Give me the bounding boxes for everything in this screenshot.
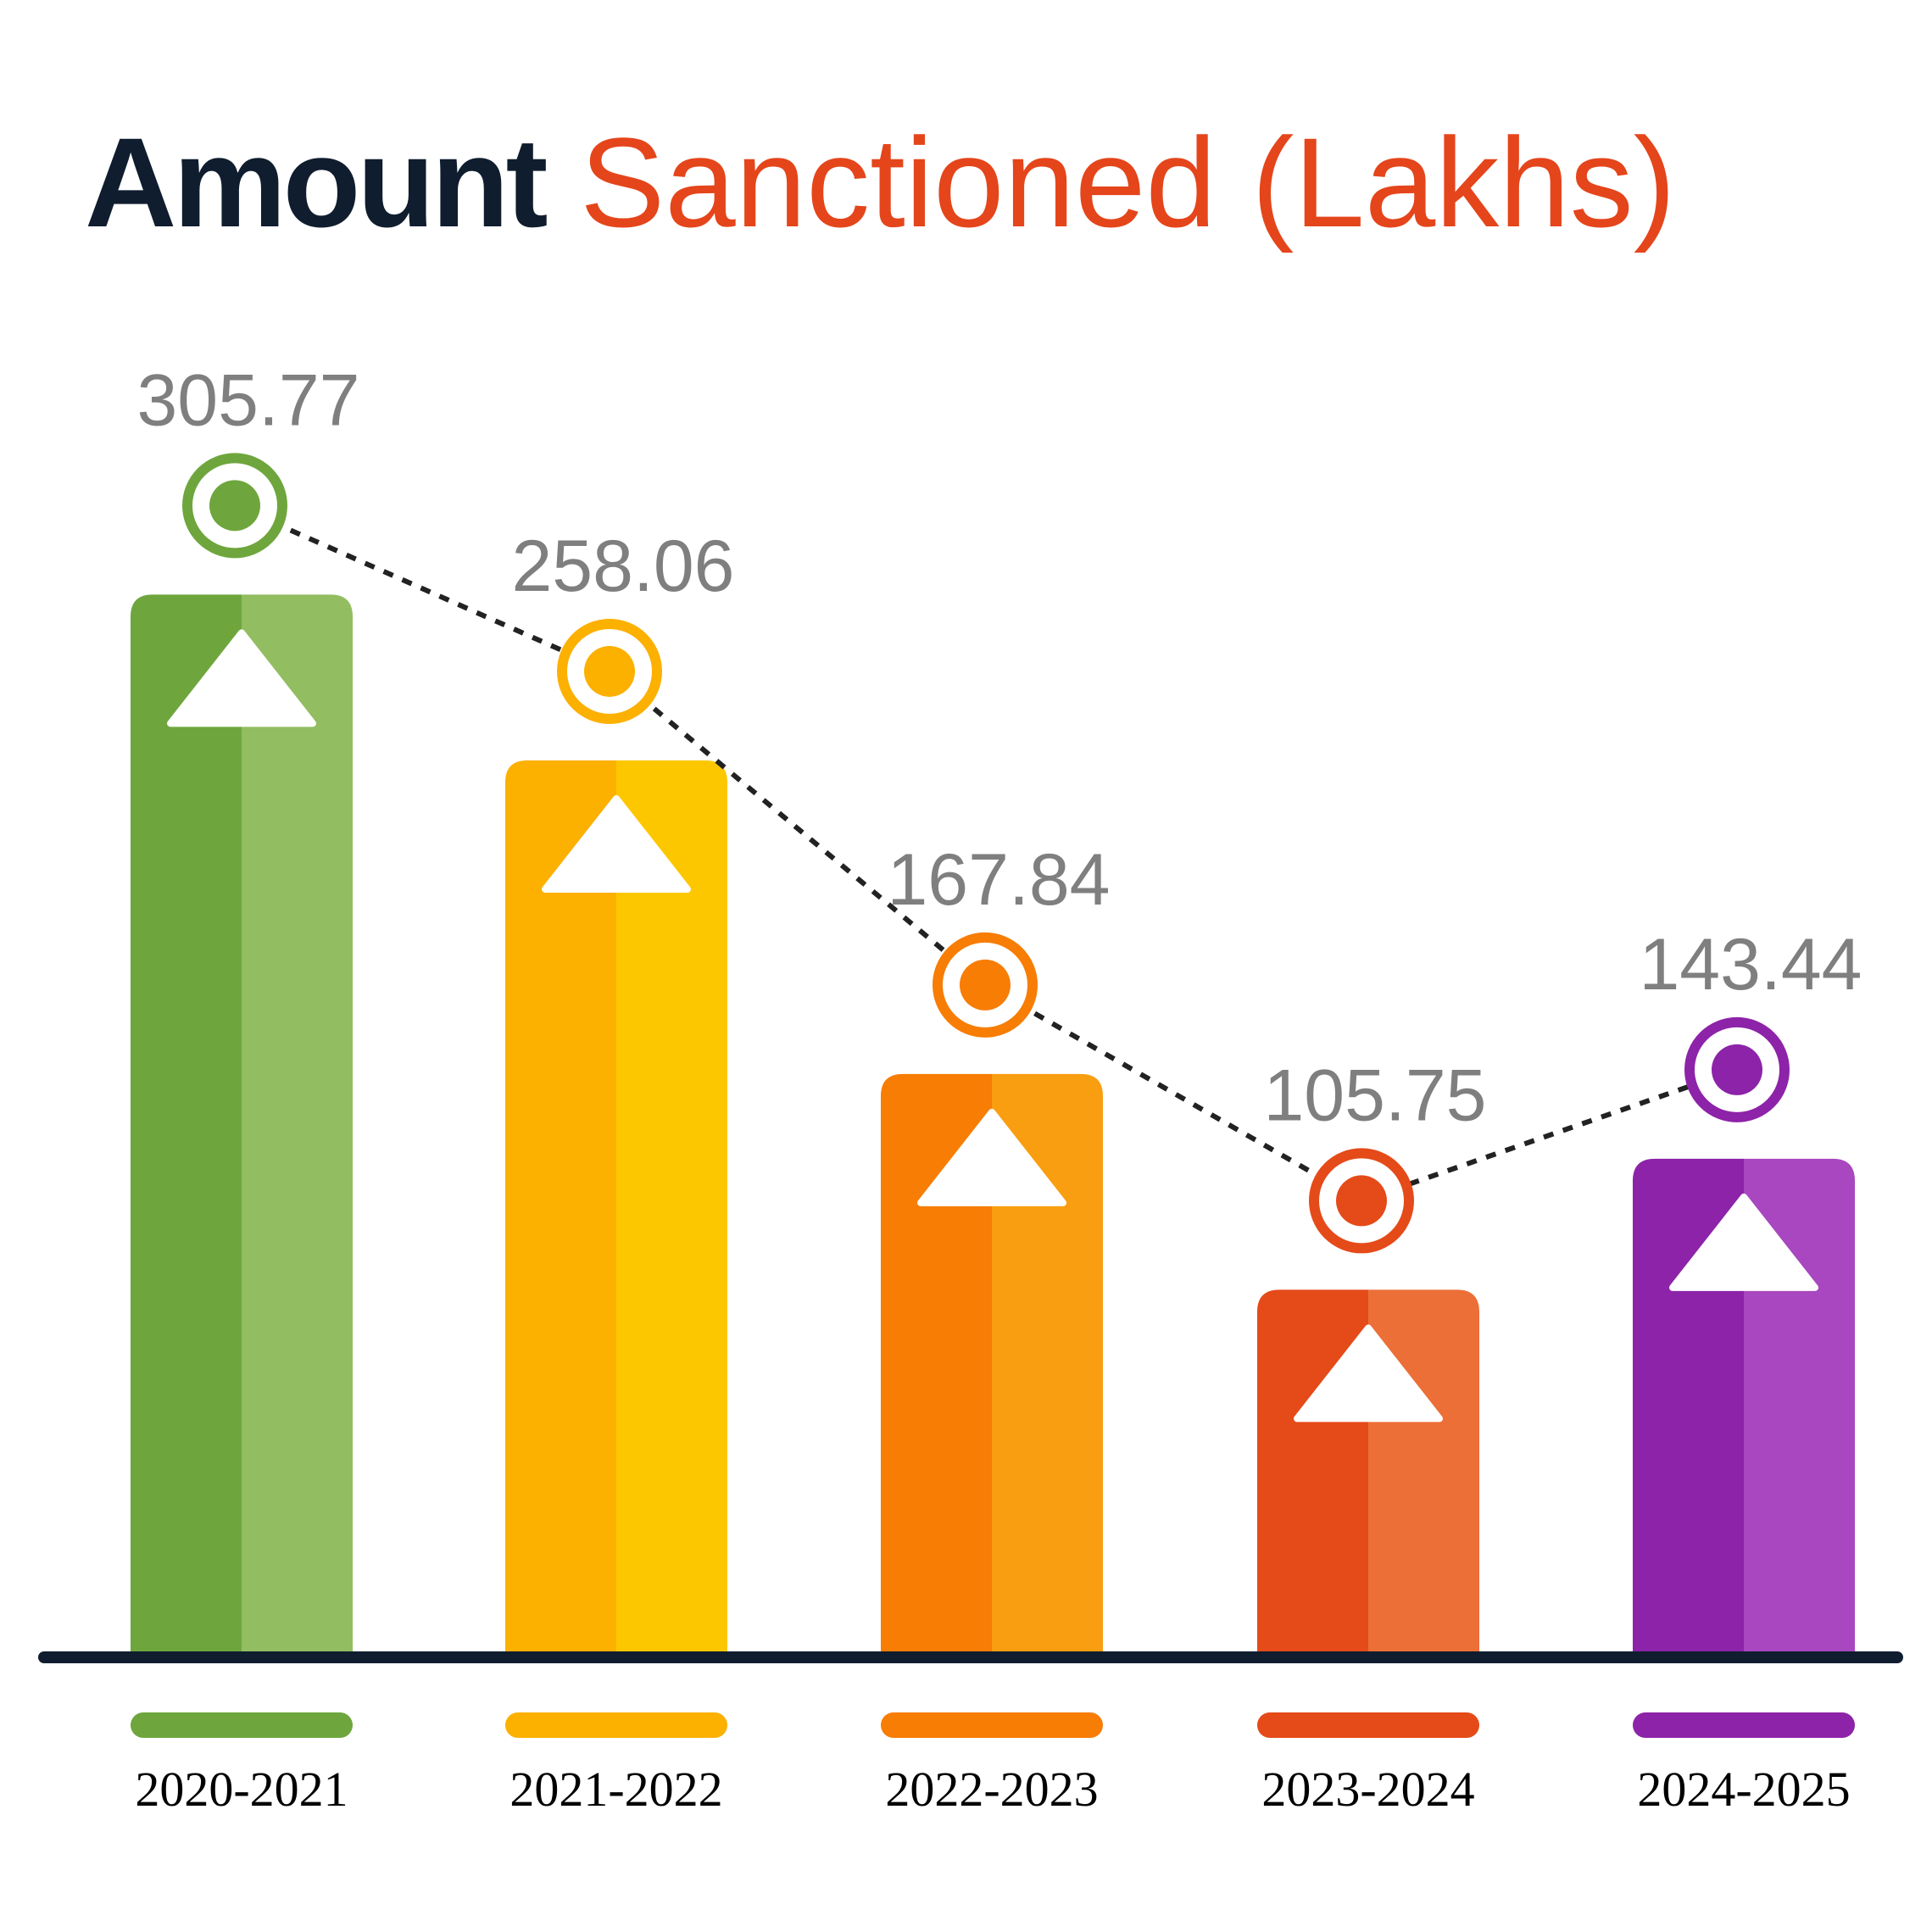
value-label-2021-2022: 258.06 (511, 526, 734, 607)
category-label-2021-2022: 2021-2022 (509, 1762, 722, 1817)
value-label-group: 305.77 258.06 167.84 105.75 143.44 (136, 359, 1862, 1136)
up-arrow-icon (542, 794, 691, 893)
up-arrow-icon (1294, 1324, 1443, 1423)
marker-dot-2023-2024 (1336, 1175, 1387, 1227)
legend-swatch-2021-2022 (505, 1712, 727, 1738)
bar-2022-2023-right (992, 1073, 1103, 1657)
legend-swatch-2020-2021 (131, 1712, 353, 1738)
up-arrow-icon (167, 629, 316, 727)
value-label-2022-2023: 167.84 (887, 839, 1110, 921)
chart-title-rest: Sanctioned (Lakhs) (580, 111, 1676, 253)
category-label-2023-2024: 2023-2024 (1261, 1762, 1474, 1817)
legend-swatch-2023-2024 (1257, 1712, 1479, 1738)
category-label-2022-2023: 2022-2023 (885, 1762, 1098, 1817)
category-label-2020-2021: 2020-2021 (135, 1762, 348, 1817)
up-arrow-icon (917, 1108, 1066, 1206)
bar-2020-2021-right (242, 594, 353, 1657)
marker-group (182, 453, 1790, 1254)
marker-dot-2020-2021 (209, 480, 260, 532)
chart-title: Amount Sanctioned (Lakhs) (85, 119, 1676, 246)
value-label-2023-2024: 105.75 (1263, 1055, 1486, 1136)
bar-2020-2021-left (131, 594, 242, 1657)
bar-2022-2023-left (881, 1073, 992, 1657)
marker-dot-2022-2023 (960, 959, 1011, 1011)
bar-2021-2022-right (616, 760, 727, 1657)
bar-group (131, 594, 1855, 1657)
marker-dot-2024-2025 (1712, 1044, 1762, 1095)
legend-group: 2020-2021 2021-2022 2022-2023 2023-2024 2024… (131, 1712, 1855, 1817)
marker-dot-2021-2022 (584, 645, 635, 697)
value-label-2024-2025: 143.44 (1639, 924, 1862, 1005)
category-label-2024-2025: 2024-2025 (1637, 1762, 1850, 1817)
value-label-2020-2021: 305.77 (136, 359, 359, 441)
up-arrow-icon (1669, 1193, 1818, 1291)
chart-title-bold: Amount (85, 111, 548, 253)
legend-swatch-2024-2025 (1633, 1712, 1855, 1738)
bar-2021-2022-left (505, 760, 616, 1657)
legend-swatch-2022-2023 (881, 1712, 1103, 1738)
